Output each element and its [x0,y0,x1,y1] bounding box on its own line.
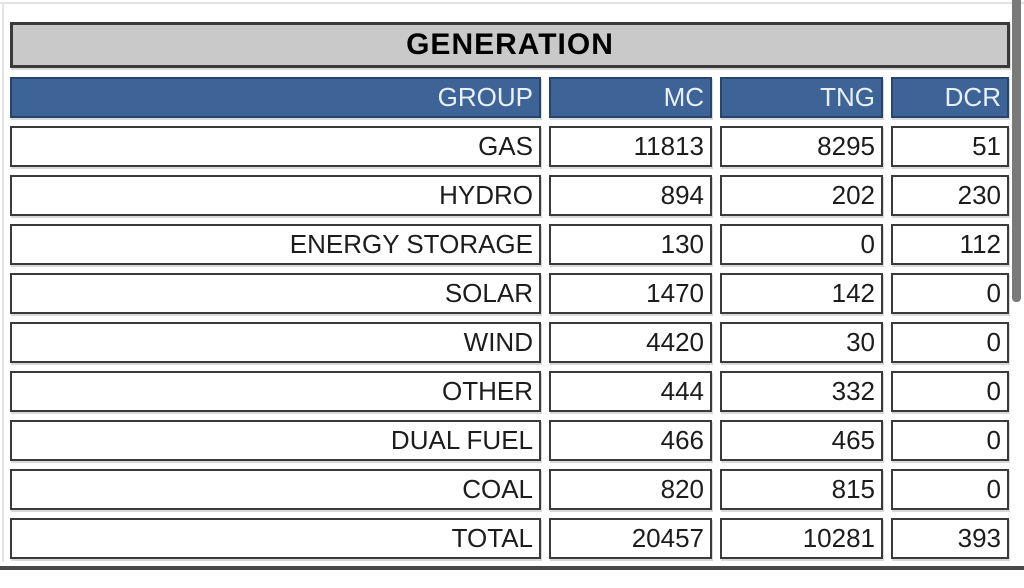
column-header-tng: TNG [720,77,883,118]
row-label: SOLAR [10,273,541,314]
table-title: GENERATION [406,28,614,61]
cell-tng: 8295 [720,126,883,167]
cell-mc: 466 [549,420,712,461]
row-label: COAL [10,469,541,510]
cell-tng: 142 [720,273,883,314]
column-header-group: GROUP [10,77,541,118]
cell-mc: 130 [549,224,712,265]
row-label: DUAL FUEL [10,420,541,461]
table-title-bar: GENERATION [10,22,1010,68]
panel-left-edge [2,2,4,562]
column-header-dcr: DCR [891,77,1009,118]
cell-dcr: 0 [891,420,1009,461]
row-label: HYDRO [10,175,541,216]
cell-mc: 20457 [549,518,712,559]
cell-tng: 332 [720,371,883,412]
cell-dcr: 112 [891,224,1009,265]
cell-mc: 820 [549,469,712,510]
cell-mc: 11813 [549,126,712,167]
cell-tng: 0 [720,224,883,265]
cell-dcr: 0 [891,371,1009,412]
cell-mc: 444 [549,371,712,412]
row-label: ENERGY STORAGE [10,224,541,265]
cell-mc: 4420 [549,322,712,363]
panel-top-edge [0,2,1024,4]
row-label: OTHER [10,371,541,412]
cell-tng: 202 [720,175,883,216]
cell-dcr: 230 [891,175,1009,216]
row-label: GAS [10,126,541,167]
cell-tng: 10281 [720,518,883,559]
cell-dcr: 0 [891,273,1009,314]
cell-mc: 894 [549,175,712,216]
cell-mc: 1470 [549,273,712,314]
table-grid: GROUP MC TNG DCR GAS 11813 8295 51 HYDRO… [10,77,1010,559]
bottom-divider [0,566,1024,570]
cell-tng: 30 [720,322,883,363]
cell-dcr: 51 [891,126,1009,167]
cell-dcr: 0 [891,469,1009,510]
vertical-scrollbar-thumb[interactable] [1012,0,1021,302]
row-label: TOTAL [10,518,541,559]
cell-dcr: 0 [891,322,1009,363]
column-header-mc: MC [549,77,712,118]
cell-tng: 465 [720,420,883,461]
generation-table: GENERATION GROUP MC TNG DCR GAS 11813 82… [10,22,1010,559]
cell-tng: 815 [720,469,883,510]
cell-dcr: 393 [891,518,1009,559]
row-label: WIND [10,322,541,363]
